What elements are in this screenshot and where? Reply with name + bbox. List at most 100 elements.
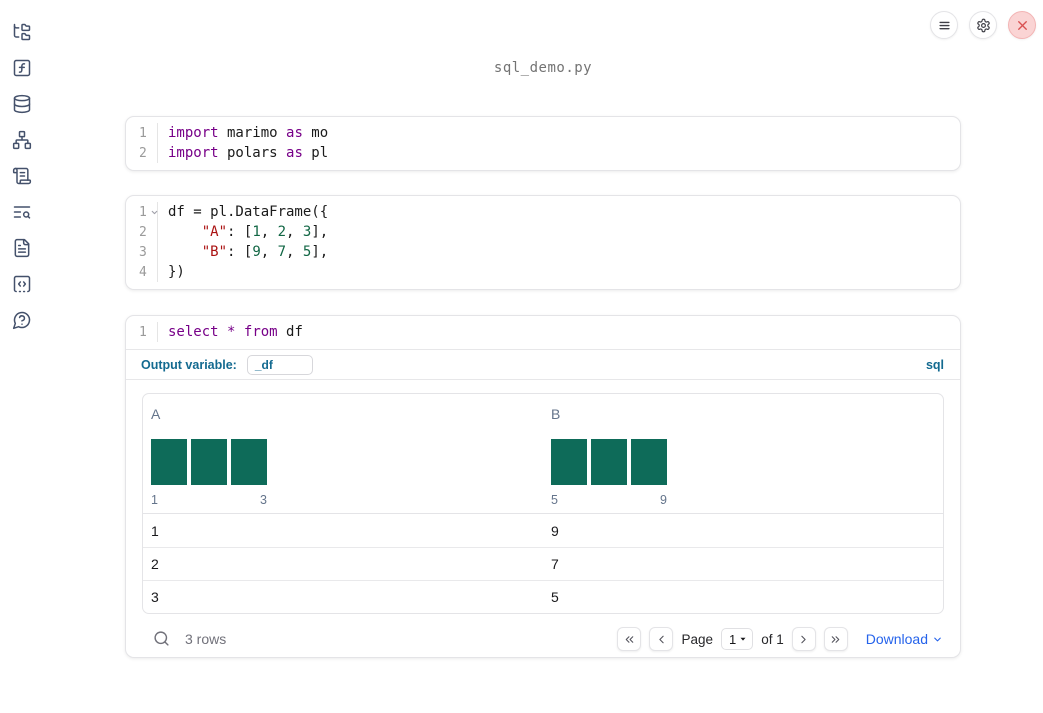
histogram-bar — [151, 439, 187, 485]
table-cell: 7 — [551, 556, 559, 572]
sidebar-snippets-button[interactable] — [12, 274, 32, 294]
code-line: import marimo as mo — [168, 125, 329, 141]
sql-cell[interactable]: 1 select * from df Output variable: _df s… — [125, 315, 961, 658]
topbar-actions — [930, 11, 1036, 39]
shutdown-button[interactable] — [1008, 11, 1036, 39]
code-cell-imports[interactable]: 1 2 import marimo as mo import polars as pl — [125, 116, 961, 171]
notebook: sql_demo.py 1 2 import marimo as mo import … — [125, 0, 961, 658]
code-lines: df = pl.DataFrame({ "A": [1, 2, 3], "B":… — [158, 202, 328, 282]
histogram-bar — [191, 439, 227, 485]
table-footer: 3 rows Page 1 of 1 — [142, 621, 944, 657]
line-number: 1 — [139, 204, 147, 220]
sidebar-documentation-button[interactable] — [12, 238, 32, 258]
line-number: 4 — [139, 264, 147, 280]
help-icon — [12, 311, 31, 330]
scroll-icon — [12, 167, 32, 185]
column-summary: A 1 3 — [143, 394, 543, 513]
chevron-down-icon — [740, 637, 746, 641]
sidebar-files-button[interactable] — [12, 22, 32, 42]
line-number-gutter: 1 — [126, 322, 158, 342]
next-page-button[interactable] — [791, 627, 816, 651]
code-line: }) — [168, 264, 185, 280]
table-cell: 3 — [151, 589, 159, 605]
table-cell: 1 — [151, 522, 159, 539]
row-count: 3 rows — [185, 631, 227, 647]
code-lines: select * from df — [158, 322, 303, 342]
settings-button[interactable] — [969, 11, 997, 39]
sidebar-help-button[interactable] — [12, 310, 32, 330]
histogram-min-label: 5 — [551, 493, 558, 507]
line-number: 2 — [139, 145, 147, 161]
code-line: "A": [1, 2, 3], — [201, 224, 329, 240]
code-lines: import marimo as mo import polars as pl — [158, 123, 328, 163]
column-histogram — [551, 439, 667, 485]
menu-icon — [938, 21, 950, 29]
last-page-button[interactable] — [823, 627, 848, 651]
code-editor[interactable]: 1 2 import marimo as mo import polars as pl — [126, 117, 960, 170]
histogram-bar — [631, 439, 667, 485]
sidebar-variables-button[interactable] — [12, 58, 32, 78]
fold-chevron-icon[interactable] — [150, 208, 159, 217]
list-search-icon — [13, 206, 31, 219]
line-number-gutter: 1 2 3 4 — [126, 202, 158, 282]
sidebar-dependency-graph-button[interactable] — [12, 130, 32, 150]
code-line: "B": [9, 7, 5], — [201, 244, 329, 260]
histogram-bar — [231, 439, 267, 485]
download-label: Download — [865, 631, 928, 647]
chevron-down-icon — [934, 637, 941, 641]
settings-icon — [976, 18, 990, 32]
line-number: 3 — [139, 244, 147, 260]
menu-button[interactable] — [930, 11, 958, 39]
pagination: Page 1 of 1 Download — [617, 627, 943, 651]
chevrons-right-icon — [831, 635, 840, 643]
sql-language-badge: sql — [925, 357, 944, 372]
table-cell: 9 — [551, 522, 559, 539]
output-variable-input[interactable]: _df — [246, 354, 313, 375]
column-name[interactable]: B — [551, 406, 561, 422]
chevrons-left-icon — [625, 635, 634, 643]
search-icon — [153, 631, 169, 646]
column-summary: B 5 9 — [543, 394, 943, 513]
histogram-max-label: 9 — [660, 493, 667, 507]
output-variable-row: Output variable: _df sql — [126, 350, 960, 380]
code-editor[interactable]: 1 2 3 4 df = pl.DataFrame({ "A": [1, 2, 3], … — [126, 196, 960, 289]
prev-page-button[interactable] — [649, 627, 674, 651]
table-search-button[interactable] — [152, 630, 170, 648]
chevron-right-icon — [801, 635, 806, 643]
snippets-icon — [13, 275, 31, 293]
output-variable-label: Output variable: — [141, 357, 237, 372]
table-header: A 1 3 B 5 9 — [143, 394, 943, 514]
sidebar-logs-button[interactable] — [12, 166, 32, 186]
sql-editor[interactable]: 1 select * from df — [126, 316, 960, 350]
code-cell-dataframe[interactable]: 1 2 3 4 df = pl.DataFrame({ "A": [1, 2, 3], … — [125, 195, 961, 290]
page-select-value: 1 — [728, 631, 737, 647]
page-select[interactable]: 1 — [720, 628, 754, 650]
dependency-graph-icon — [12, 130, 32, 150]
code-line: df = pl.DataFrame({ — [168, 204, 329, 220]
sidebar-datasources-button[interactable] — [12, 94, 32, 114]
line-number: 2 — [139, 224, 147, 240]
file-tree-icon — [13, 23, 31, 41]
line-number: 1 — [139, 324, 147, 340]
code-line: import polars as pl — [168, 145, 329, 161]
histogram-max-label: 3 — [260, 493, 267, 507]
column-name[interactable]: A — [151, 406, 161, 422]
download-button[interactable]: Download — [866, 631, 943, 647]
document-icon — [14, 238, 30, 258]
notebook-filename: sql_demo.py — [493, 60, 593, 76]
first-page-button[interactable] — [617, 627, 642, 651]
sidebar — [0, 0, 44, 713]
function-square-icon — [13, 59, 31, 77]
page-label: Page — [681, 631, 713, 647]
sidebar-tracing-button[interactable] — [12, 202, 32, 222]
page-total-label: of 1 — [761, 631, 784, 647]
histogram-min-label: 1 — [151, 493, 158, 507]
